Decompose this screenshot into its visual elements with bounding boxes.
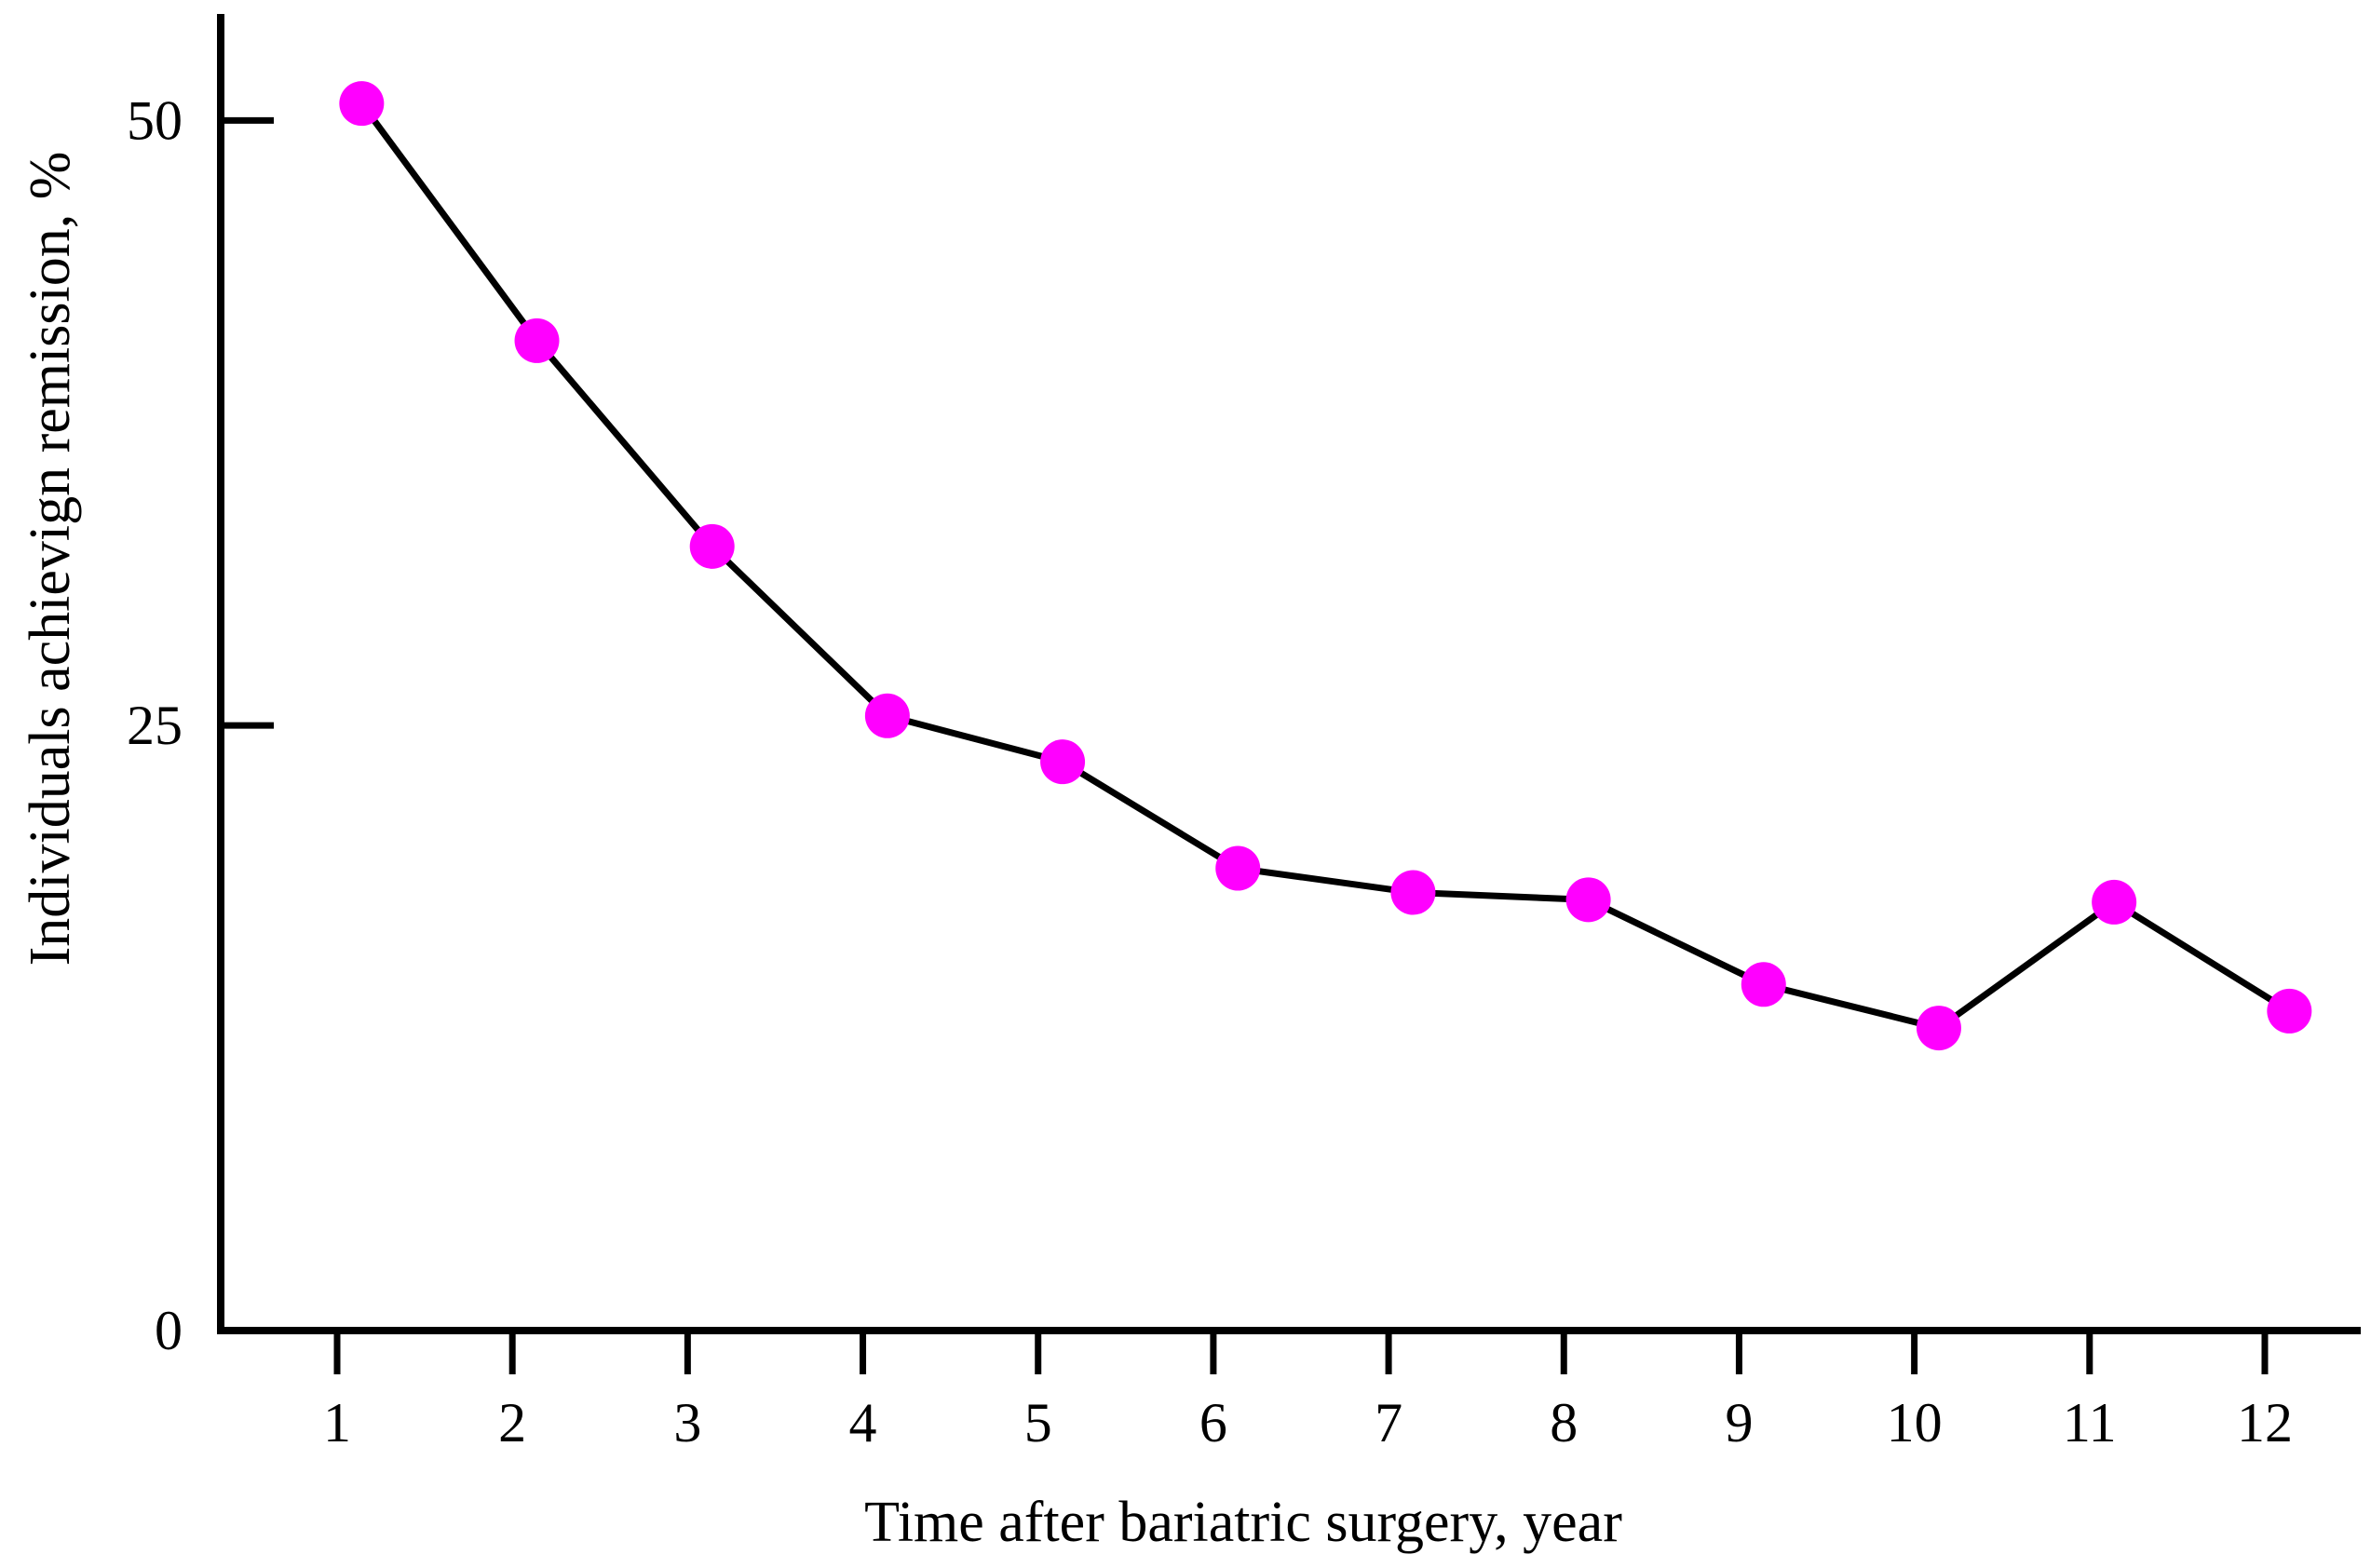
x-tick-label: 3 — [673, 1392, 701, 1453]
x-tick-label: 4 — [849, 1392, 877, 1453]
x-tick-label: 7 — [1375, 1392, 1402, 1453]
x-tick-label: 11 — [2063, 1392, 2117, 1453]
y-tick-label: 25 — [127, 695, 183, 756]
data-point-year-6 — [1215, 845, 1261, 891]
data-point-year-4 — [864, 693, 910, 738]
data-point-year-11 — [2092, 879, 2137, 925]
x-tick-label: 2 — [498, 1392, 526, 1453]
x-tick-label: 1 — [323, 1392, 351, 1453]
x-tick-label: 6 — [1199, 1392, 1227, 1453]
x-tick-label: 8 — [1550, 1392, 1578, 1453]
x-tick-label: 12 — [2237, 1392, 2293, 1453]
x-tick-label: 5 — [1024, 1392, 1052, 1453]
y-tick-label: 50 — [127, 89, 183, 151]
data-point-year-2 — [514, 318, 560, 363]
data-point-year-5 — [1040, 739, 1086, 785]
y-axis-title: Individuals achievign remission, % — [19, 152, 82, 966]
data-point-year-7 — [1390, 870, 1436, 915]
y-tick-label: 0 — [155, 1300, 183, 1361]
data-point-year-10 — [1916, 1006, 1961, 1051]
data-point-year-3 — [689, 523, 735, 569]
data-point-year-1 — [339, 81, 385, 127]
data-point-year-8 — [1565, 877, 1611, 923]
data-line — [358, 100, 2293, 1032]
data-point-year-9 — [1741, 962, 1786, 1007]
data-point-year-12 — [2267, 988, 2312, 1034]
x-tick-label: 9 — [1725, 1392, 1753, 1453]
x-tick-label: 10 — [1887, 1392, 1943, 1453]
x-axis-title: Time after bariatric surgery, year — [864, 1491, 1622, 1554]
